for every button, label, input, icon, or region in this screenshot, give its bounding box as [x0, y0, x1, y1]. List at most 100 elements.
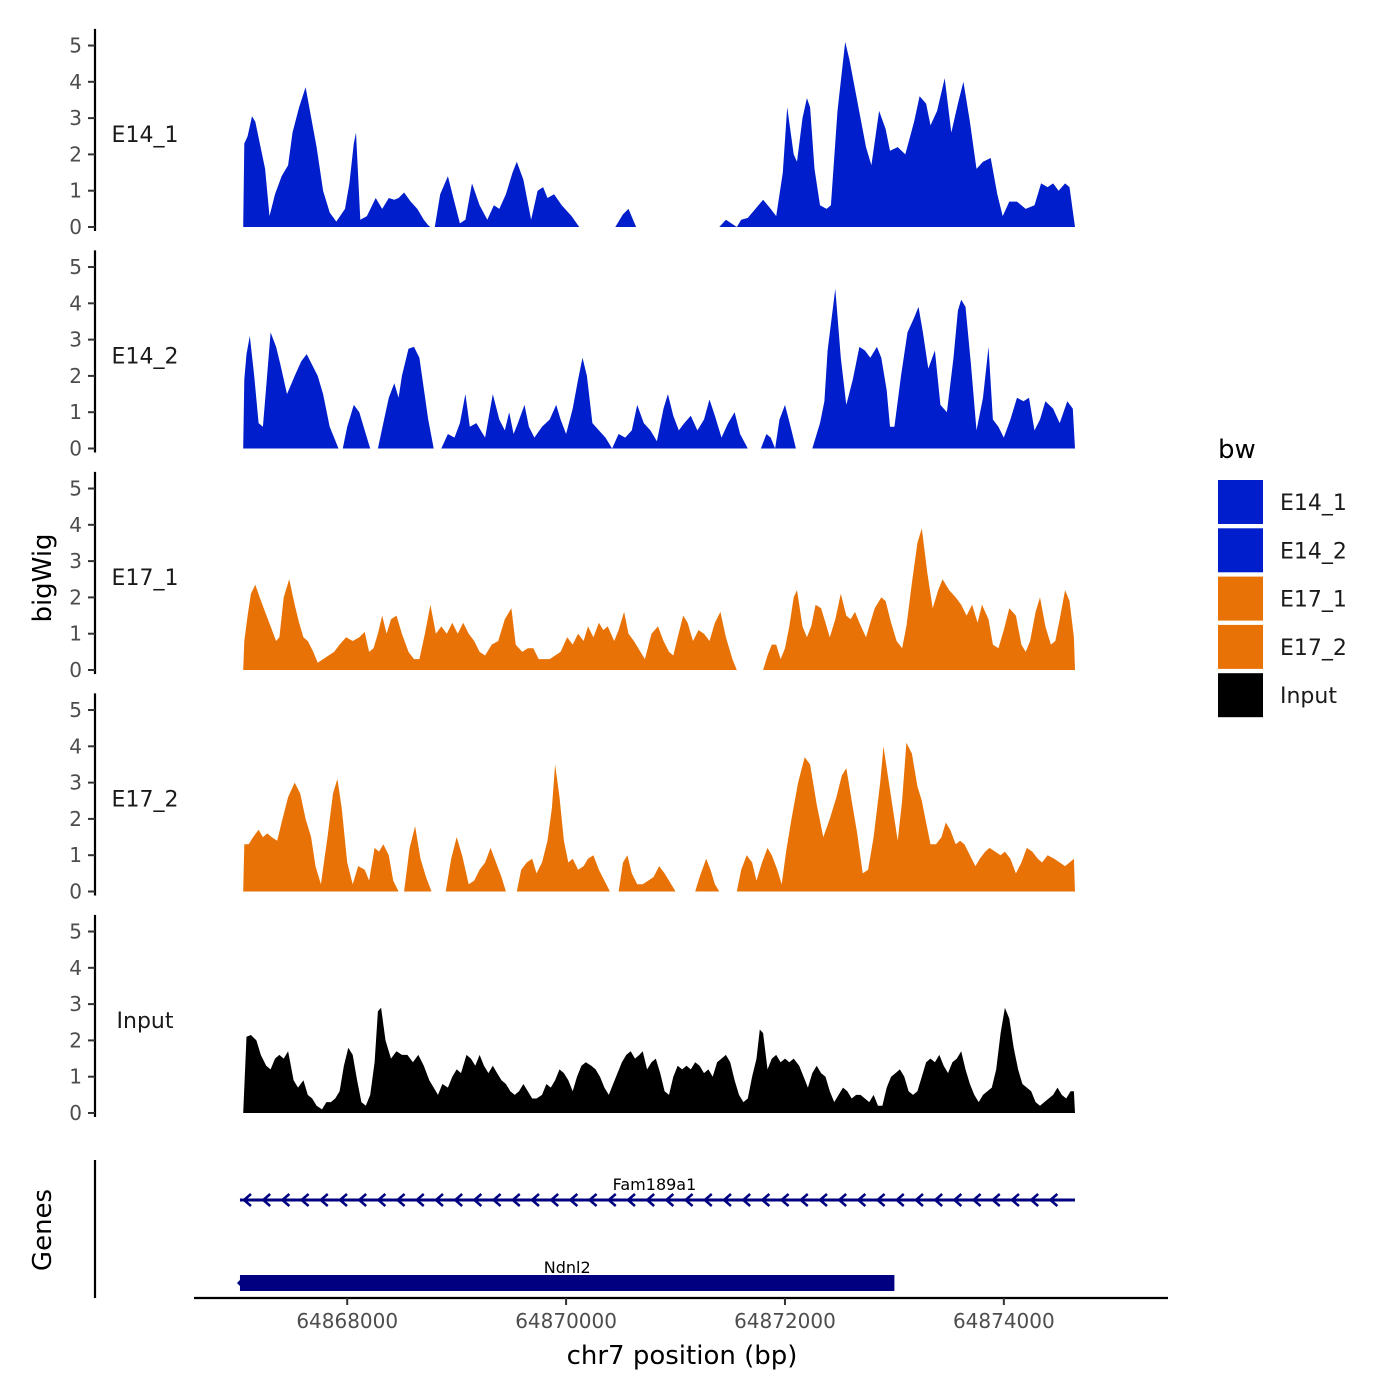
track-e17_1: 0 1 2 3 4 5 E17_1 — [69, 471, 1075, 682]
track-e17_2: 0 1 2 3 4 5 E17_2 — [69, 693, 1075, 904]
track-label: E17_2 — [112, 788, 179, 813]
legend-swatch — [1218, 576, 1263, 621]
track-input: 0 1 2 3 4 5 Input — [69, 914, 1075, 1125]
legend-swatch — [1218, 528, 1263, 573]
track-y-tick-label: 4 — [69, 513, 82, 537]
x-axis: 64868000 64870000 64872000 64874000 — [194, 1296, 1168, 1333]
track-y-tick-label: 0 — [69, 1101, 82, 1125]
gene-strand-arrow — [856, 1193, 867, 1207]
track-y-tick-label: 0 — [69, 437, 82, 461]
legend-label: E17_2 — [1280, 636, 1347, 661]
track-y-tick-label: 2 — [69, 142, 82, 166]
legend: E14_1 E14_2 E17_1 E17_2 Input — [1218, 480, 1347, 718]
y-axis-title: bigWig — [28, 533, 58, 622]
gene-label: Ndnl2 — [544, 1258, 591, 1277]
gene-strand-arrow — [338, 1193, 348, 1207]
gene-strand-arrow — [798, 1193, 809, 1207]
gene-strand-arrow — [818, 1193, 828, 1207]
legend-label: Input — [1280, 684, 1337, 709]
gene-strand-arrow — [236, 1278, 242, 1288]
gene-strand-arrow — [626, 1193, 636, 1207]
gene-label: Fam189a1 — [613, 1175, 697, 1194]
gene-strand-arrow — [1029, 1193, 1039, 1207]
genes-axis-title: Genes — [28, 1189, 58, 1271]
track-y-tick-label: 5 — [69, 34, 82, 58]
legend-label: E14_2 — [1280, 539, 1347, 564]
x-tick-label: 64870000 — [515, 1309, 617, 1333]
x-axis-title: chr7 position (bp) — [567, 1341, 798, 1371]
gene-strand-arrow — [357, 1193, 367, 1207]
track-y-tick-label: 3 — [69, 549, 82, 573]
gene-strand-arrow — [645, 1193, 655, 1207]
track-y-tick-label: 5 — [69, 255, 82, 279]
gene-strand-arrow — [779, 1193, 790, 1207]
track-y-tick-label: 2 — [69, 807, 82, 831]
legend-item-e14_1: E14_1 — [1218, 480, 1347, 524]
legend-swatch — [1218, 624, 1263, 669]
track-area-e14_2 — [243, 288, 1075, 449]
tracks-layer: 0 1 2 3 4 5 E14_1 0 1 2 3 4 5 E14_2 0 1 2 3 4 5 E17_1 0 1 2 3 4 5 E… — [69, 28, 1075, 1125]
x-tick-label: 64874000 — [953, 1309, 1055, 1333]
gene-strand-arrow — [1048, 1193, 1059, 1207]
track-y-tick-label: 1 — [69, 400, 82, 424]
track-y-tick-label: 1 — [69, 1065, 82, 1089]
gene-strand-arrow — [990, 1193, 1001, 1207]
x-tick-label: 64872000 — [734, 1309, 836, 1333]
track-e14_1: 0 1 2 3 4 5 E14_1 — [69, 28, 1075, 239]
track-label: Input — [117, 1009, 174, 1034]
gene-strand-arrow — [568, 1193, 579, 1207]
gene-strand-arrow — [914, 1193, 924, 1207]
track-y-tick-label: 0 — [69, 658, 82, 682]
track-y-tick-label: 1 — [69, 179, 82, 203]
gene-strand-arrow — [837, 1193, 847, 1207]
track-y-tick-label: 3 — [69, 106, 82, 130]
track-area-e14_1 — [243, 41, 1075, 228]
gene-fam189a1: Fam189a1 — [239, 1175, 1075, 1207]
track-y-tick-label: 4 — [69, 291, 82, 315]
legend-label: E17_1 — [1280, 588, 1347, 613]
track-area-e17_1 — [243, 528, 1075, 670]
genes-layer: Fam189a1 Ndnl2 — [93, 1160, 1075, 1298]
legend-swatch — [1218, 480, 1263, 524]
legend-item-e14_2: E14_2 — [1218, 528, 1347, 573]
gene-strand-arrow — [395, 1193, 406, 1207]
track-y-tick-label: 4 — [69, 70, 82, 94]
gene-strand-arrow — [414, 1193, 425, 1207]
legend-item-e17_1: E17_1 — [1218, 576, 1347, 621]
x-tick-label: 64868000 — [296, 1309, 398, 1333]
gene-strand-arrow — [1010, 1193, 1020, 1207]
track-y-tick-label: 4 — [69, 734, 82, 758]
gene-strand-arrow — [702, 1193, 713, 1207]
gene-strand-arrow — [664, 1193, 675, 1207]
legend-label: E14_1 — [1280, 491, 1347, 516]
gene-strand-arrow — [530, 1193, 540, 1207]
track-y-tick-label: 5 — [69, 698, 82, 722]
gene-strand-arrow — [933, 1193, 943, 1207]
track-y-tick-label: 1 — [69, 843, 82, 867]
track-y-tick-label: 0 — [69, 880, 82, 904]
gene-strand-arrow — [242, 1193, 252, 1207]
gene-strand-arrow — [434, 1193, 444, 1207]
track-area-e17_2 — [243, 742, 1075, 892]
track-y-tick-label: 3 — [69, 992, 82, 1016]
track-label: E14_1 — [112, 123, 179, 148]
gene-strand-arrow — [587, 1193, 598, 1207]
track-y-tick-label: 4 — [69, 956, 82, 980]
track-y-tick-label: 5 — [69, 477, 82, 501]
track-y-tick-label: 5 — [69, 920, 82, 944]
legend-item-e17_2: E17_2 — [1218, 624, 1347, 669]
gene-strand-arrow — [741, 1193, 751, 1207]
track-e14_2: 0 1 2 3 4 5 E14_2 — [69, 250, 1075, 461]
track-y-tick-label: 2 — [69, 585, 82, 609]
gene-ndnl2: Ndnl2 — [236, 1258, 895, 1291]
gene-strand-arrow — [875, 1193, 886, 1207]
gene-strand-arrow — [894, 1193, 905, 1207]
legend-swatch — [1218, 673, 1263, 718]
gene-strand-arrow — [606, 1193, 617, 1207]
track-y-tick-label: 0 — [69, 215, 82, 239]
gene-strand-arrow — [683, 1193, 694, 1207]
gene-strand-arrow — [299, 1193, 310, 1207]
gene-strand-arrow — [376, 1193, 387, 1207]
track-y-tick-label: 3 — [69, 328, 82, 352]
